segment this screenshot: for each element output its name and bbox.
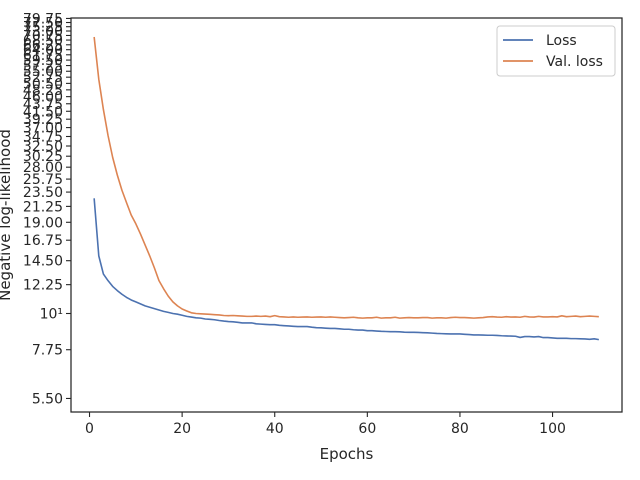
- legend: Loss Val. loss: [496, 25, 616, 77]
- x-tick-label: 60: [358, 421, 376, 437]
- y-tick-label: 75.25: [23, 20, 63, 36]
- y-tick-label: 21.25: [23, 199, 63, 215]
- y-tick-label: 19.00: [23, 215, 63, 231]
- y-tick-label: 70.75: [23, 28, 63, 44]
- y-tick-label: 10¹: [40, 307, 63, 323]
- y-tick-label: 43.75: [23, 97, 63, 113]
- x-axis: 0 20 40 60 80 100: [85, 412, 566, 437]
- y-tick-label: 37.00: [23, 121, 63, 137]
- y-tick-label: 32.50: [23, 139, 63, 155]
- x-tick-label: 20: [173, 421, 191, 437]
- y-axis: 5.50 7.75 10¹ 12.25 14.50 16.75 19.0021.2523.5…: [23, 11, 71, 407]
- y-tick-label: 68.50: [23, 33, 63, 49]
- y-tick-label: 64.00: [23, 43, 63, 59]
- y-tick-label: 46.00: [23, 90, 63, 106]
- y-tick-label: 57.25: [23, 59, 63, 75]
- y-tick-label: 39.25: [23, 112, 63, 128]
- y-tick-label: 16.75: [23, 233, 63, 249]
- y-tick-label: 41.50: [23, 104, 63, 120]
- series-line-1: [93, 36, 599, 319]
- y-tick-label: 25.75: [23, 172, 63, 188]
- y-tick-label: 14.50: [23, 254, 63, 270]
- y-tick-label: 55.00: [23, 64, 63, 80]
- y-axis-label: Negative log-likelihood: [0, 129, 14, 301]
- y-tick-label: 61.75: [23, 48, 63, 64]
- y-tick-label: 28.00: [23, 160, 63, 176]
- y-tick-label: 23.50: [23, 185, 63, 201]
- y-tick-label: 52.75: [23, 70, 63, 86]
- y-tick-label: 66.25: [23, 38, 63, 54]
- legend-label-1: Val. loss: [546, 54, 603, 70]
- y-tick-label: 59.50: [23, 53, 63, 69]
- x-tick-label: 80: [451, 421, 469, 437]
- y-tick-label: 30.25: [23, 149, 63, 165]
- y-tick-label: 73.00: [23, 24, 63, 40]
- y-tick-label: 79.75: [23, 11, 63, 27]
- y-tick-label: 7.75: [32, 343, 63, 359]
- y-tick-label: 50.50: [23, 76, 63, 92]
- legend-box: [496, 25, 616, 77]
- y-tick-label: 34.75: [23, 129, 63, 145]
- plot-frame: [70, 17, 623, 413]
- x-axis-label: Epochs: [320, 445, 374, 463]
- y-tick-label: 48.25: [23, 83, 63, 99]
- series-layer: [93, 36, 599, 341]
- x-tick-label: 0: [85, 421, 94, 437]
- series-line-0: [93, 198, 599, 341]
- x-tick-label: 100: [539, 421, 566, 437]
- y-tick-label: 12.25: [23, 278, 63, 294]
- y-tick-label: 77.50: [23, 16, 63, 32]
- x-tick-label: 40: [266, 421, 284, 437]
- y-tick-label: 5.50: [32, 391, 63, 407]
- legend-label-0: Loss: [546, 33, 577, 49]
